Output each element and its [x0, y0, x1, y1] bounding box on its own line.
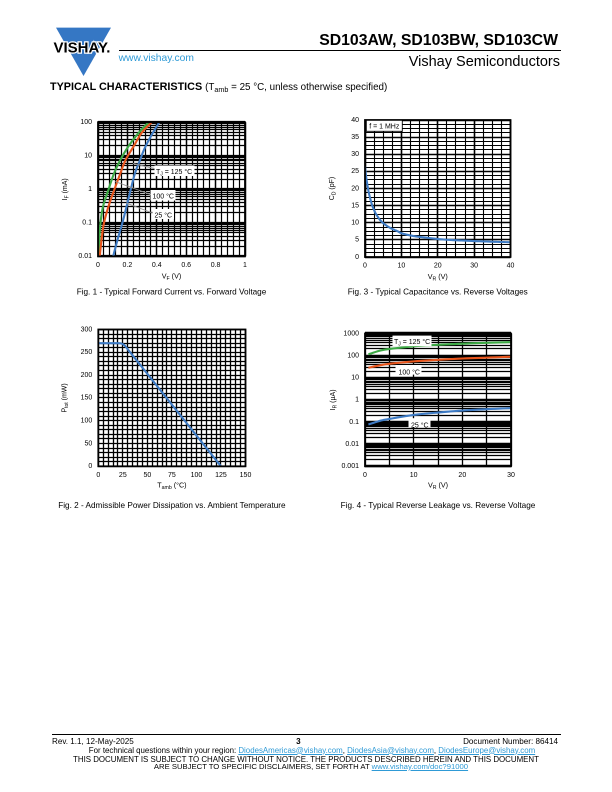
svg-text:10: 10	[410, 472, 418, 479]
svg-text:20: 20	[434, 263, 442, 270]
svg-text:0.4: 0.4	[152, 262, 162, 269]
svg-text:40: 40	[507, 263, 515, 270]
svg-text:100: 100	[347, 352, 359, 359]
svg-text:15: 15	[351, 202, 359, 209]
svg-text:20: 20	[351, 185, 359, 192]
svg-text:TJ = 125 °C: TJ = 125 °C	[394, 338, 430, 348]
svg-text:100: 100	[191, 472, 203, 479]
svg-text:100: 100	[80, 119, 92, 126]
svg-text:Ptot (mW): Ptot (mW)	[61, 383, 70, 412]
svg-text:Fig. 1 - Typical Forward Curre: Fig. 1 - Typical Forward Current vs. For…	[77, 288, 267, 297]
svg-text:125: 125	[215, 472, 227, 479]
svg-text:Fig. 4 - Typical Reverse Leaka: Fig. 4 - Typical Reverse Leakage vs. Rev…	[341, 501, 536, 510]
svg-text:f = 1 MHz: f = 1 MHz	[369, 124, 400, 131]
svg-text:0: 0	[363, 263, 367, 270]
svg-text:1000: 1000	[343, 330, 359, 337]
svg-text:10: 10	[351, 375, 359, 382]
svg-text:VR (V): VR (V)	[428, 272, 448, 283]
svg-text:IR (µA): IR (µA)	[330, 389, 339, 410]
svg-text:0: 0	[96, 262, 100, 269]
svg-text:10: 10	[397, 263, 405, 270]
svg-text:VR (V): VR (V)	[428, 480, 448, 491]
svg-text:1: 1	[243, 262, 247, 269]
svg-text:1: 1	[88, 186, 92, 193]
svg-text:100 °C: 100 °C	[399, 369, 420, 377]
svg-text:0: 0	[363, 472, 367, 479]
svg-text:25 °C: 25 °C	[155, 212, 173, 220]
svg-text:VISHAY.: VISHAY.	[54, 40, 111, 57]
svg-text:0.001: 0.001	[341, 463, 359, 470]
svg-text:0.1: 0.1	[82, 220, 92, 227]
svg-text:100: 100	[81, 418, 93, 425]
svg-text:25: 25	[119, 472, 127, 479]
svg-text:150: 150	[240, 472, 252, 479]
svg-text:30: 30	[351, 151, 359, 158]
svg-text:10: 10	[84, 153, 92, 160]
svg-text:5: 5	[355, 237, 359, 244]
svg-text:Tamb (°C): Tamb (°C)	[157, 480, 186, 491]
svg-text:1: 1	[355, 397, 359, 404]
svg-text:VF (V): VF (V)	[162, 271, 182, 282]
svg-text:TJ = 125 °C: TJ = 125 °C	[156, 168, 192, 178]
svg-text:0.1: 0.1	[349, 419, 359, 426]
svg-text:0.01: 0.01	[78, 253, 92, 260]
svg-text:40: 40	[351, 117, 359, 124]
svg-text:10: 10	[351, 220, 359, 227]
svg-text:30: 30	[507, 472, 515, 479]
svg-text:300: 300	[81, 326, 93, 333]
svg-text:25 °C: 25 °C	[411, 422, 429, 430]
svg-text:Fig. 3 - Typical Capacitance v: Fig. 3 - Typical Capacitance vs. Reverse…	[348, 288, 528, 297]
svg-text:0: 0	[355, 254, 359, 261]
svg-text:0.2: 0.2	[123, 262, 133, 269]
svg-text:0.01: 0.01	[345, 441, 359, 448]
svg-text:0: 0	[88, 463, 92, 470]
svg-text:0.6: 0.6	[181, 262, 191, 269]
svg-text:0: 0	[96, 472, 100, 479]
svg-text:20: 20	[458, 472, 466, 479]
svg-text:75: 75	[168, 472, 176, 479]
svg-text:25: 25	[351, 168, 359, 175]
svg-text:30: 30	[470, 263, 478, 270]
svg-text:IF (mA): IF (mA)	[62, 178, 71, 200]
svg-text:50: 50	[143, 472, 151, 479]
svg-text:Fig. 2 - Admissible Power Diss: Fig. 2 - Admissible Power Dissipation vs…	[58, 501, 286, 510]
svg-text:200: 200	[81, 372, 93, 379]
svg-text:CD (pF): CD (pF)	[329, 177, 338, 200]
svg-text:250: 250	[81, 349, 93, 356]
svg-text:35: 35	[351, 134, 359, 141]
svg-text:100 °C: 100 °C	[153, 193, 174, 201]
svg-text:50: 50	[85, 440, 93, 447]
svg-text:0.8: 0.8	[211, 262, 221, 269]
svg-text:150: 150	[81, 395, 93, 402]
